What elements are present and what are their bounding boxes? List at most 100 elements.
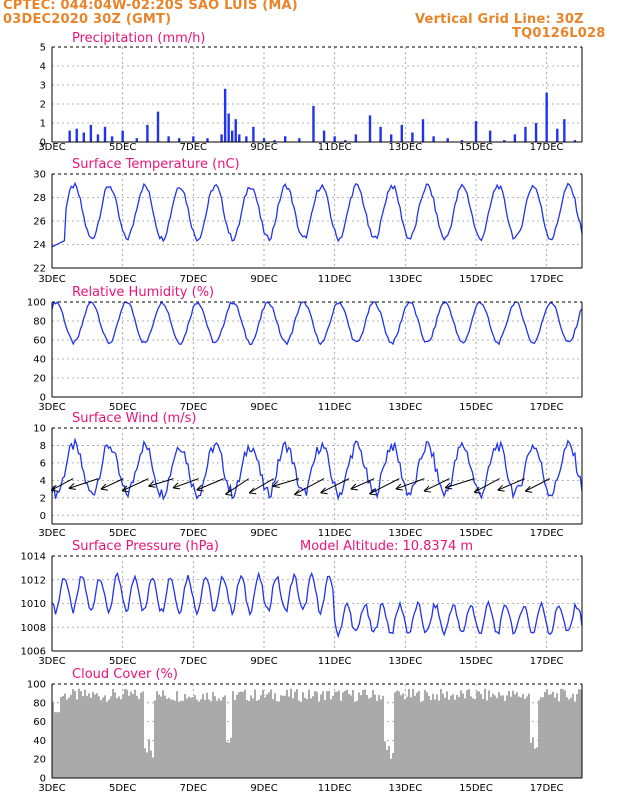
cloud-bar: [574, 701, 576, 778]
cloud-bar: [254, 689, 256, 778]
precip-bar: [488, 130, 492, 142]
cloud-bar: [66, 699, 68, 778]
cloud-bar: [158, 694, 160, 778]
x-tick-label: 11DEC: [318, 274, 352, 285]
cloud-bar: [496, 698, 498, 778]
cloud-bar: [260, 695, 262, 778]
cloud-bar: [516, 692, 518, 778]
wind-vector-head: [272, 481, 280, 488]
cloud-bar: [318, 701, 320, 778]
cloud-bar: [384, 741, 386, 778]
cloud-bar: [198, 701, 200, 778]
cloud-bar: [512, 690, 514, 778]
cloud-bar: [200, 699, 202, 778]
cloud-bar: [362, 690, 364, 778]
cloud-bar: [94, 694, 96, 778]
cloud-bar: [142, 691, 144, 778]
x-tick-label: 15DEC: [459, 142, 493, 153]
y-tick-label: 1008: [21, 623, 46, 634]
x-tick-label: 9DEC: [250, 783, 277, 794]
cloud-bar: [324, 699, 326, 778]
cloud-bar: [210, 701, 212, 778]
precip-bar: [178, 138, 181, 142]
cloud-bar: [316, 691, 318, 778]
precip-bar: [220, 134, 223, 142]
y-tick-label: 1012: [21, 575, 46, 586]
y-tick-label: 60: [33, 336, 46, 347]
cloud-bar: [330, 699, 332, 778]
cloud-bar: [80, 691, 82, 778]
x-tick-label: 15DEC: [459, 528, 493, 539]
cloud-bar: [570, 697, 572, 778]
wind-vector: [50, 478, 74, 491]
cloud-bar: [508, 690, 510, 778]
x-tick-label: 9DEC: [250, 274, 277, 285]
cloud-bar: [296, 689, 298, 778]
y-tick-label: 4: [40, 62, 46, 73]
precip-bar: [545, 92, 548, 142]
cloud-bar: [518, 696, 520, 778]
cloud-bar: [534, 748, 536, 778]
cloud-bar: [386, 749, 388, 778]
cloud-bar: [232, 691, 234, 778]
cloud-bar: [482, 698, 484, 778]
cloud-bar: [378, 695, 380, 778]
cloud-bar: [224, 695, 226, 778]
cloud-bar: [114, 692, 116, 778]
cloud-bar: [306, 699, 308, 778]
cloud-bar: [190, 697, 192, 778]
cloud-bar: [510, 696, 512, 778]
cloud-bar: [122, 694, 124, 778]
cloud-bar: [484, 688, 486, 778]
run-date-header: 03DEC2020 30Z (GMT): [3, 12, 172, 27]
precip-bar: [312, 105, 315, 142]
precip-bar: [503, 140, 506, 142]
x-tick-label: 9DEC: [250, 656, 277, 667]
wind-vector-head: [225, 488, 233, 496]
cloud-bar: [216, 700, 218, 778]
cloud-bar: [556, 693, 558, 778]
cloud-bar: [564, 690, 566, 778]
x-tick-label: 5DEC: [109, 528, 136, 539]
cloud-bar: [468, 689, 470, 778]
cloud-bar: [96, 693, 98, 778]
x-tick-label: 5DEC: [109, 274, 136, 285]
cloud-bar: [156, 691, 158, 778]
cloud-bar: [126, 689, 128, 778]
wind-vector: [196, 478, 224, 491]
cloud-bar: [400, 695, 402, 778]
precip-bar: [245, 136, 248, 142]
cloud-bar: [310, 698, 312, 778]
cloud-bar: [212, 692, 214, 778]
y-tick-label: 2: [40, 100, 46, 111]
cloud-bar: [120, 699, 122, 778]
cloud-bar: [332, 696, 334, 778]
cloud-bar: [312, 696, 314, 778]
cloud-bar: [132, 694, 134, 778]
cloud-bar: [342, 692, 344, 778]
cloud-bar: [138, 699, 140, 778]
cloud-bar: [530, 742, 532, 778]
y-tick-label: 40: [33, 355, 46, 366]
cloud-bar: [76, 699, 78, 778]
wind-vector-head: [196, 484, 204, 492]
wind-vector-head: [497, 484, 505, 492]
cloud-bar: [262, 690, 264, 778]
cloud-bar: [194, 695, 196, 778]
x-tick-label: 17DEC: [530, 402, 564, 413]
x-tick-label: 15DEC: [459, 783, 493, 794]
y-tick-label: 5: [40, 43, 46, 54]
x-tick-label: 7DEC: [180, 783, 207, 794]
cloud-bar: [486, 700, 488, 778]
y-tick-label: 20: [33, 374, 46, 385]
cloud-bar: [376, 700, 378, 778]
cloud-bar: [568, 699, 570, 778]
cloud-bar: [228, 742, 230, 778]
x-tick-label: 7DEC: [180, 142, 207, 153]
x-tick-label: 7DEC: [180, 274, 207, 285]
cloud-bar: [308, 689, 310, 778]
cloud-bar: [130, 691, 132, 778]
cloud-bar: [410, 697, 412, 778]
precip-bar: [421, 119, 425, 142]
